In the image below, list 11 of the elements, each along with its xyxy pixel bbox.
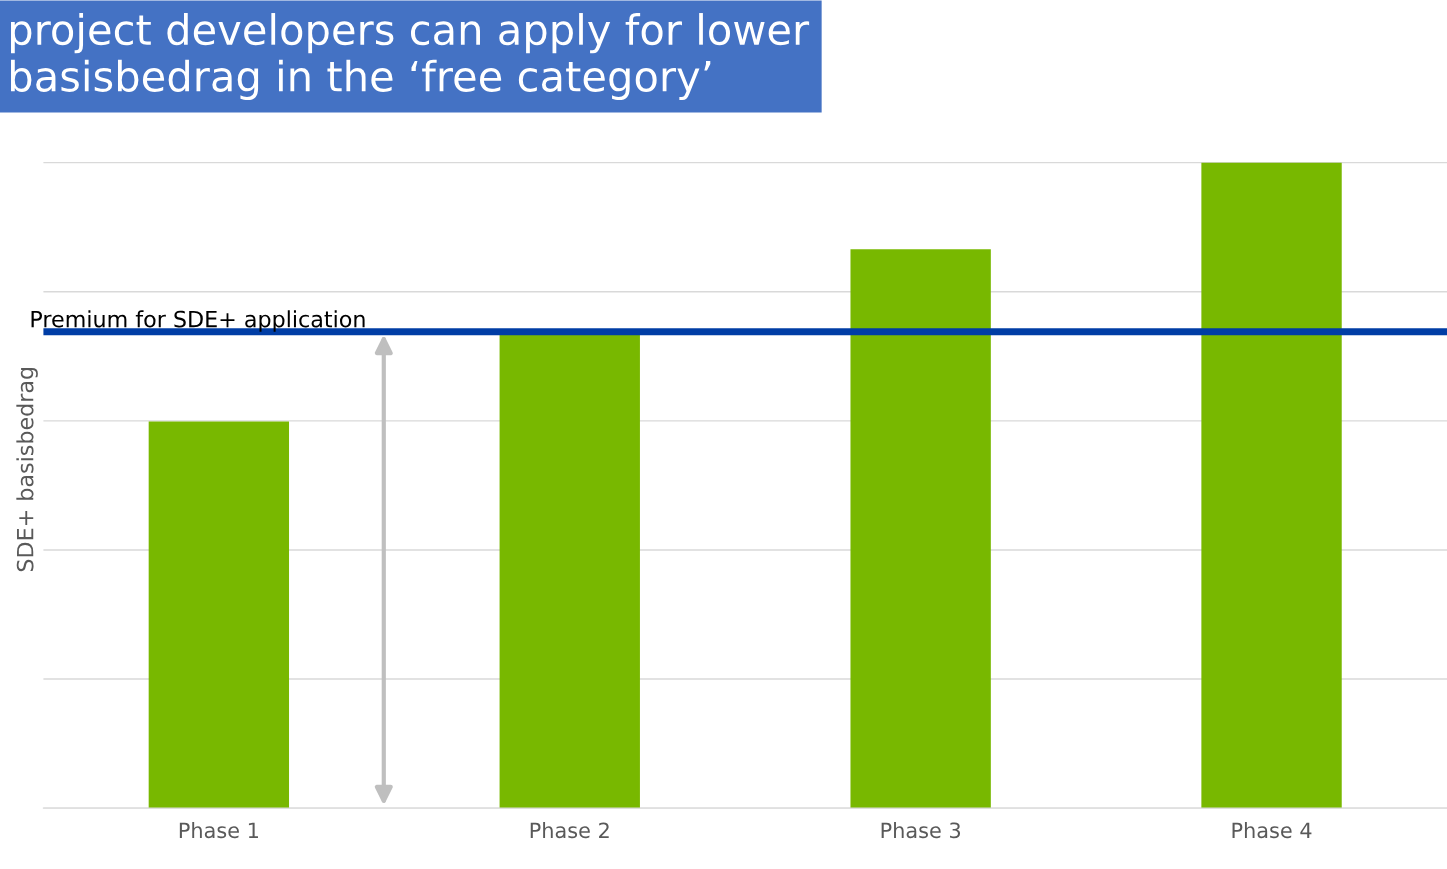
bar [499,333,640,809]
x-tick-label: Phase 1 [179,822,258,839]
bar [1201,162,1342,809]
x-tick-label: Phase 4 [1232,822,1312,839]
x-tick-label: Phase 2 [530,822,609,839]
x-tick-label: Phase 3 [881,822,961,839]
chart-title: project developers can apply for lower basisbedrag in the ‘free category’ [11,13,810,101]
ref-line-label: Premium for SDE+ application [31,310,365,332]
y-axis-title: SDE+ basisbedrag [16,367,38,572]
bar [148,421,290,809]
bar [850,249,991,809]
